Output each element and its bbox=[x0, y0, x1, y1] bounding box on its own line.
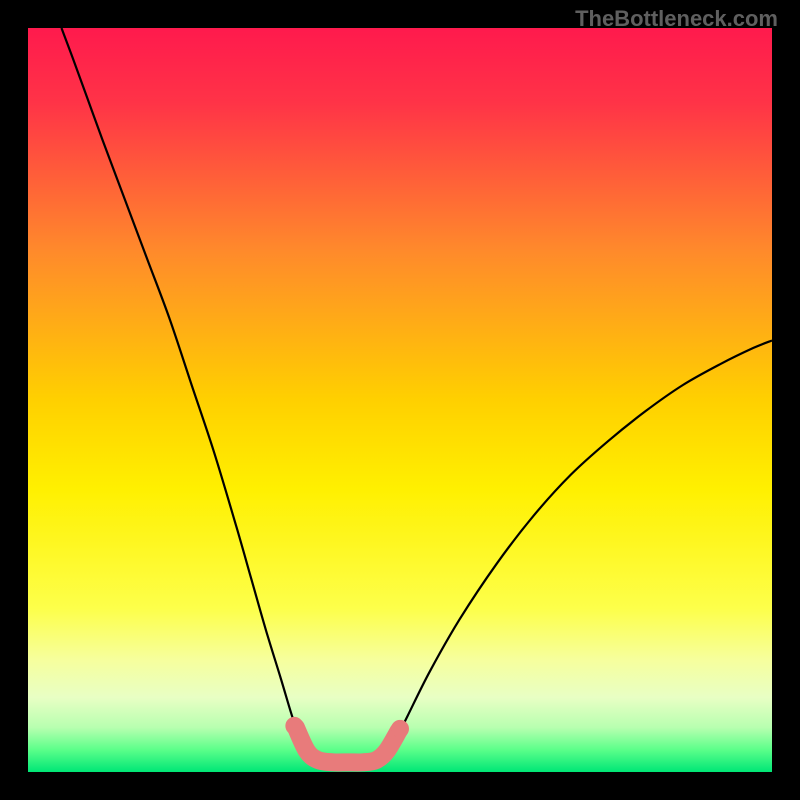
chart-stage: TheBottleneck.com bbox=[0, 0, 800, 800]
highlight-end-dot bbox=[285, 717, 303, 735]
optimal-range-highlight bbox=[296, 727, 399, 762]
highlight-end-dot bbox=[391, 720, 409, 738]
plot-area bbox=[28, 28, 772, 772]
bottleneck-curve bbox=[61, 28, 772, 762]
watermark-text: TheBottleneck.com bbox=[575, 6, 778, 32]
curve-layer bbox=[28, 28, 772, 772]
